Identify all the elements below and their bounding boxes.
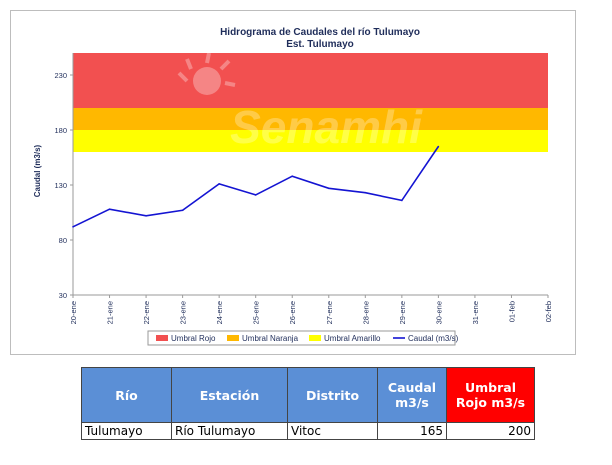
threshold-band-2 — [73, 130, 548, 152]
x-tick-label: 20-ene — [69, 301, 78, 324]
series-line-caudal — [72, 146, 440, 228]
header-estacion: Estación — [171, 367, 288, 423]
data-point — [218, 183, 220, 185]
x-tick-label: 27-ene — [325, 301, 334, 324]
x-tick-label: 31-ene — [471, 301, 480, 324]
header-distrito: Distrito — [287, 367, 378, 423]
cell-caudal: 165 — [377, 422, 447, 440]
data-point — [254, 194, 257, 196]
x-tick-label: 01-feb — [507, 301, 516, 322]
legend-swatch — [227, 335, 239, 341]
chart-subtitle: Est. Tulumayo — [286, 39, 354, 50]
legend-swatch — [309, 335, 321, 341]
x-tick-label: 28-ene — [361, 301, 370, 324]
x-tick-label: 26-ene — [288, 301, 297, 324]
chart-container: Hidrograma de Caudales del río Tulumayo … — [10, 10, 576, 355]
cell-rio: Tulumayo — [81, 422, 172, 440]
y-tick-label: 180 — [54, 126, 67, 135]
x-tick-label: 24-ene — [215, 301, 224, 324]
cell-umbral-rojo: 200 — [446, 422, 535, 440]
threshold-band-1 — [73, 108, 548, 130]
legend-swatch — [156, 335, 168, 341]
data-point — [108, 208, 111, 210]
y-axis-label: Caudal (m3/s) — [33, 144, 42, 197]
threshold-band-0 — [73, 53, 548, 108]
senamhi-sun-logo — [177, 52, 236, 95]
y-tick-label: 80 — [59, 236, 67, 245]
legend-label: Umbral Rojo — [171, 334, 216, 343]
cell-estacion: Río Tulumayo — [171, 422, 288, 440]
data-point — [401, 199, 403, 202]
y-tick-label: 230 — [54, 71, 67, 80]
data-point — [327, 187, 330, 190]
data-point — [364, 191, 367, 194]
data-point — [145, 215, 147, 217]
data-point — [72, 226, 74, 228]
table-header-row: Río Estación Distrito Caudal m3/s Umbral… — [81, 367, 535, 423]
hydrograph-chart: Hidrograma de Caudales del río Tulumayo … — [33, 27, 553, 346]
legend-label: Caudal (m3/s) — [408, 334, 459, 343]
x-tick-label: 30-ene — [434, 301, 443, 324]
legend-label: Umbral Amarillo — [324, 334, 381, 343]
cell-distrito: Vitoc — [287, 422, 378, 440]
data-point — [437, 145, 440, 148]
data-point — [181, 209, 184, 212]
header-caudal: Caudal m3/s — [377, 367, 447, 423]
y-tick-label: 30 — [59, 291, 67, 300]
header-rio: Río — [81, 367, 172, 423]
watermark-text: Senamhi — [230, 101, 423, 153]
x-tick-label: 23-ene — [179, 301, 188, 324]
x-tick-label: 02-feb — [544, 301, 553, 322]
table-row: Tulumayo Río Tulumayo Vitoc 165 200 — [81, 422, 535, 440]
summary-table: Río Estación Distrito Caudal m3/s Umbral… — [81, 367, 535, 440]
x-tick-label: 22-ene — [142, 301, 151, 324]
legend-label: Umbral Naranja — [242, 334, 299, 343]
header-umbral-rojo: Umbral Rojo m3/s — [446, 367, 535, 423]
x-tick-label: 21-ene — [106, 301, 115, 324]
chart-title: Hidrograma de Caudales del río Tulumayo — [220, 27, 420, 38]
y-tick-label: 130 — [54, 181, 67, 190]
data-point — [291, 175, 294, 177]
x-tick-label: 25-ene — [252, 301, 261, 324]
x-tick-label: 29-ene — [398, 301, 407, 324]
legend-box — [147, 330, 456, 346]
